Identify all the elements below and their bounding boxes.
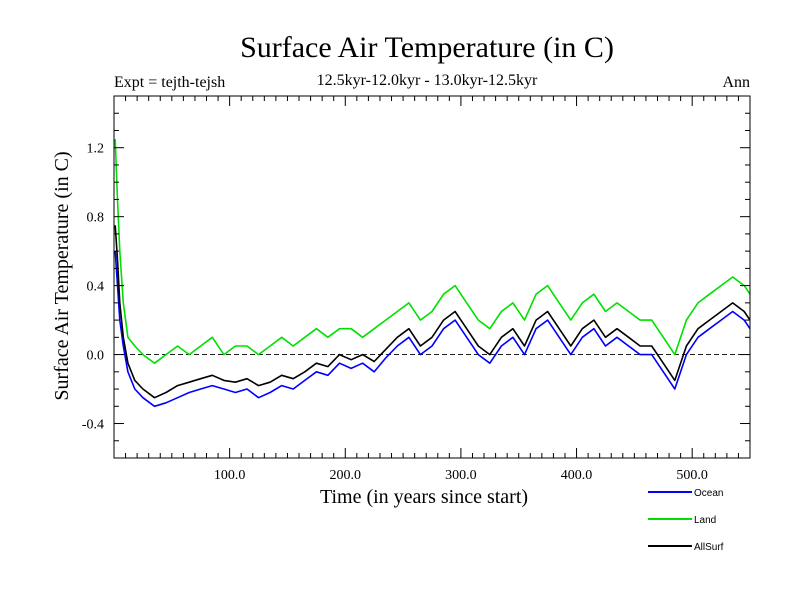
x-tick-label: 200.0 [330, 468, 362, 483]
series-line-allsurf [114, 225, 750, 399]
x-tick-label: 300.0 [445, 468, 477, 483]
legend-label-ocean: Ocean [694, 488, 723, 499]
y-tick-label: 0.0 [87, 349, 105, 364]
y-tick-label: 0.8 [87, 211, 105, 226]
legend-label-land: Land [694, 515, 716, 526]
series-line-land [114, 139, 750, 365]
x-tick-label: 500.0 [676, 468, 708, 483]
x-tick-label: 400.0 [561, 468, 593, 483]
series-line-ocean [114, 251, 750, 408]
y-tick-label: 0.4 [87, 280, 105, 295]
y-tick-label: -0.4 [82, 418, 104, 433]
y-axis-label: Surface Air Temperature (in C) [51, 151, 73, 400]
season-label: Ann [722, 74, 750, 91]
chart-subtitle: 12.5kyr-12.0kyr - 13.0kyr-12.5kyr [317, 72, 538, 89]
x-tick-label: 100.0 [214, 468, 246, 483]
series-layer [114, 139, 750, 408]
ticks-layer: 100.0 200.0 300.0 400.0 500.0 -0.4 0.0 0.4 0.8 1.… [82, 96, 750, 483]
experiment-label: Expt = tejth-tejsh [114, 74, 225, 91]
x-axis-label: Time (in years since start) [320, 486, 528, 508]
legend: Ocean Land AllSurf [648, 488, 724, 553]
plot-frame [113, 95, 751, 459]
chart-title: Surface Air Temperature (in C) [240, 31, 614, 64]
y-tick-label: 1.2 [87, 142, 105, 157]
legend-label-allsurf: AllSurf [694, 542, 724, 553]
